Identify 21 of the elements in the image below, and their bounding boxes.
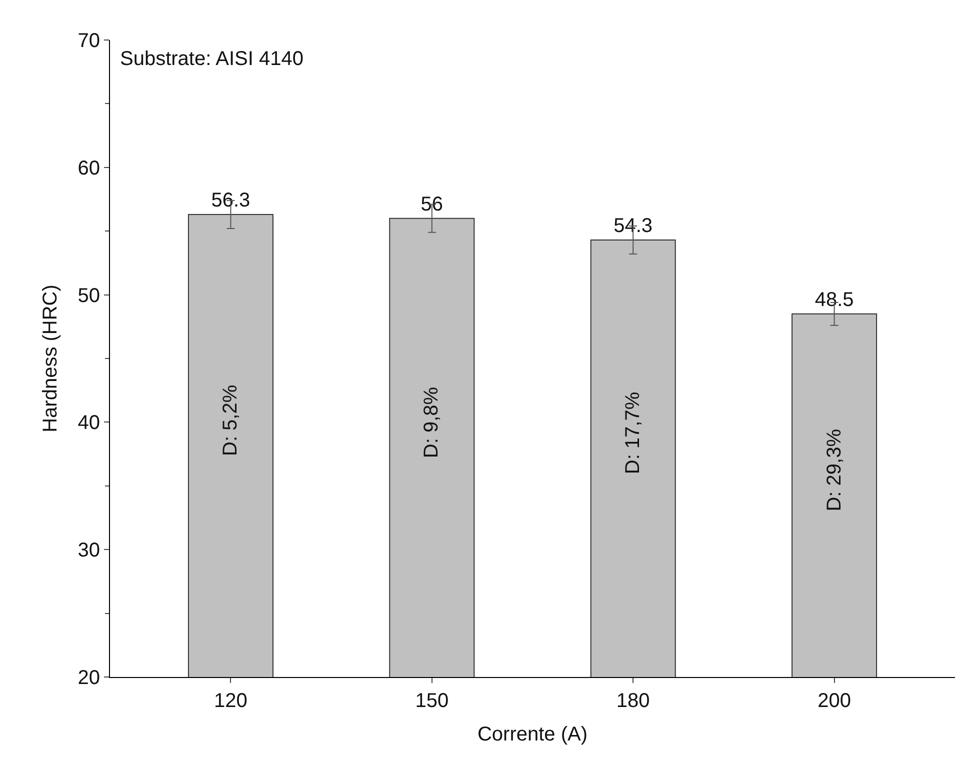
x-tick-label: 150 <box>415 690 449 712</box>
x-tick-label: 120 <box>214 690 248 712</box>
data-label: 56.3 <box>211 190 250 212</box>
y-tick-label: 50 <box>78 284 100 307</box>
annotation: D: 29,3% <box>823 428 846 512</box>
y-tick-label: 70 <box>78 30 100 52</box>
x-tick-label: 200 <box>818 690 851 712</box>
annotation: D: 17,7% <box>622 392 644 474</box>
data-label: 54.3 <box>614 215 653 238</box>
y-axis-title: Hardness (HRC) <box>39 284 62 432</box>
x-axis-title: Corrente (A) <box>477 724 588 746</box>
x-tick-label: 180 <box>616 690 650 712</box>
annotation: D: 9,8% <box>420 386 443 458</box>
y-tick-label: 20 <box>78 667 100 689</box>
annotation: D: 5,2% <box>219 384 242 456</box>
y-tick-label: 40 <box>78 412 100 434</box>
annotation: Substrate: AISI 4140 <box>120 48 304 70</box>
data-label: 56 <box>420 193 444 216</box>
y-tick-label: 60 <box>78 157 100 180</box>
y-tick-label: 30 <box>78 540 100 562</box>
data-label: 48.5 <box>814 288 854 311</box>
